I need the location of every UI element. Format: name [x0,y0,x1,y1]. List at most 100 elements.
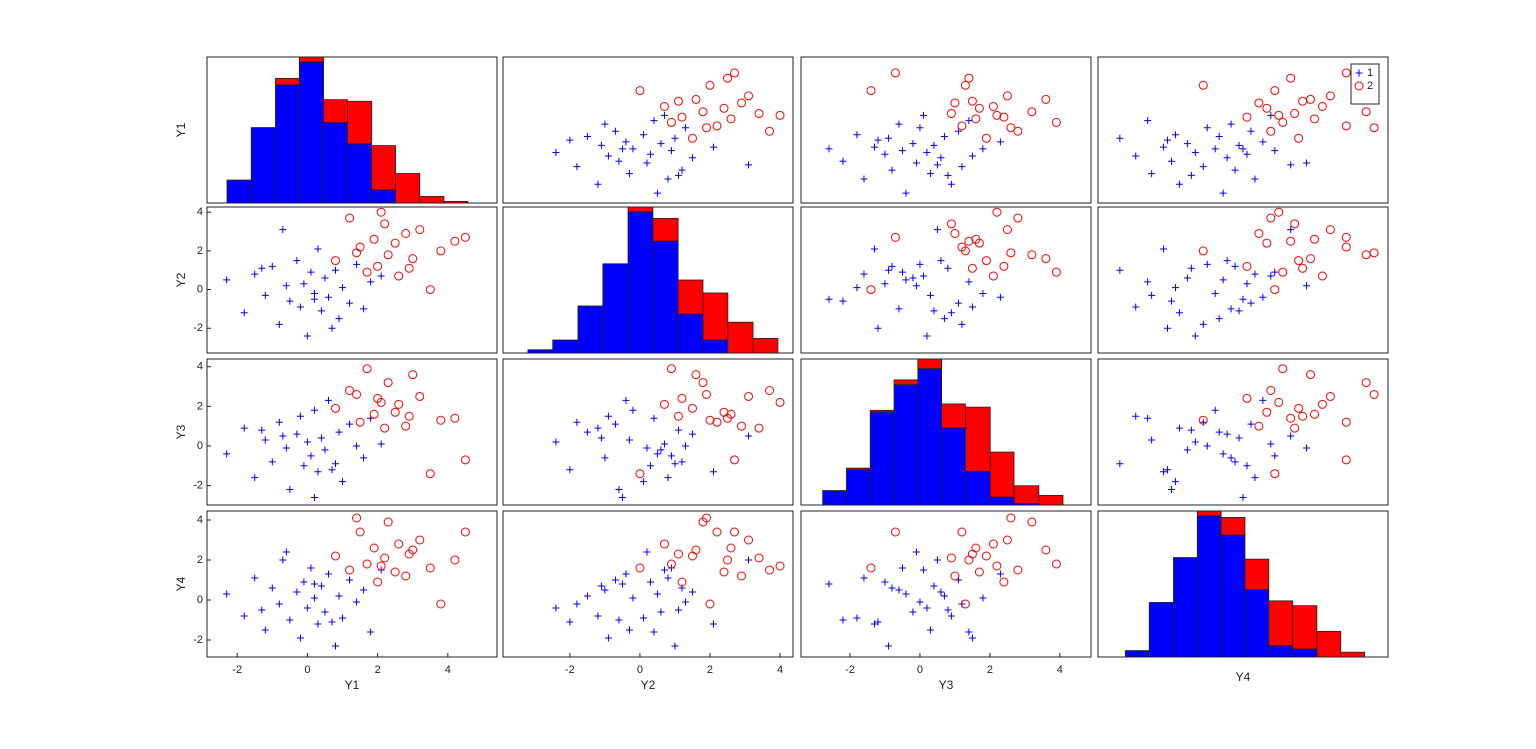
point [916,260,924,268]
panel-frame [206,510,498,658]
point [310,406,318,414]
point [1259,293,1267,301]
point [1223,430,1231,438]
hist-bar [822,490,847,506]
y-axis-label: Y4 [174,576,188,591]
point [1298,411,1308,421]
point [376,561,386,571]
point [268,458,276,466]
point [383,517,393,527]
point [1341,455,1351,465]
point [1278,364,1288,374]
point [618,580,626,588]
hist-bar [752,337,779,354]
point [657,446,665,454]
point [352,389,362,399]
point [328,324,336,332]
point [573,418,581,426]
point [912,159,920,167]
panel-frame [800,510,1092,658]
hist-bar [1038,494,1064,506]
point [659,539,669,549]
point [895,586,903,594]
point [705,599,715,609]
point [460,455,470,465]
point [673,411,683,421]
point [1175,180,1183,188]
point [964,236,974,246]
hist-bar [1268,600,1294,647]
point [643,548,651,556]
x-axis-label: Y1 [345,678,360,692]
point [1006,248,1016,258]
point [345,213,355,223]
point [1270,285,1280,295]
hist-bar [1125,650,1150,658]
point [625,170,633,178]
point [866,563,876,573]
point [1243,150,1251,158]
point [286,616,294,624]
point [300,280,308,288]
point [583,133,591,141]
point [659,399,669,409]
point [307,564,315,572]
hist-bar [298,56,324,63]
hist-bar [298,61,324,204]
hist-bar [627,211,654,354]
point [552,148,560,156]
hist-bar [443,200,469,204]
point [321,608,329,616]
point [1198,415,1208,425]
hist-bar [1220,534,1246,658]
point [383,378,393,388]
point [870,245,878,253]
point [709,143,717,151]
y-tick-label: 2 [197,245,203,257]
point [394,271,404,281]
hist-bar [527,349,554,354]
point [940,133,948,141]
hist-bar [347,100,373,145]
point [937,154,945,162]
hist-bar [917,358,943,370]
point [884,134,892,142]
point [355,527,365,537]
point [1259,396,1267,404]
point [345,565,355,575]
point [933,556,941,564]
point [401,571,411,581]
point [988,539,998,549]
point [657,140,665,148]
point [909,274,917,282]
point [1254,421,1264,431]
point [923,604,931,612]
point [223,450,231,458]
point [860,175,868,183]
point [712,417,722,427]
point [240,424,248,432]
point [737,98,747,108]
point [1164,466,1172,474]
point [380,219,390,229]
point [373,261,383,271]
hist-bar [1013,485,1040,504]
point [460,527,470,537]
y-tick-label: 2 [197,400,203,412]
point [240,309,248,317]
hist-bar [1316,630,1342,658]
point [330,256,340,266]
point [678,458,686,466]
point [310,580,318,588]
point [1171,131,1179,139]
point [1251,175,1259,183]
point [866,285,876,295]
hist-bar [275,77,300,86]
point [300,578,308,586]
point [674,606,682,614]
point [930,141,938,149]
point [601,454,609,462]
point [303,332,311,340]
point [1271,268,1279,276]
point [965,628,973,636]
